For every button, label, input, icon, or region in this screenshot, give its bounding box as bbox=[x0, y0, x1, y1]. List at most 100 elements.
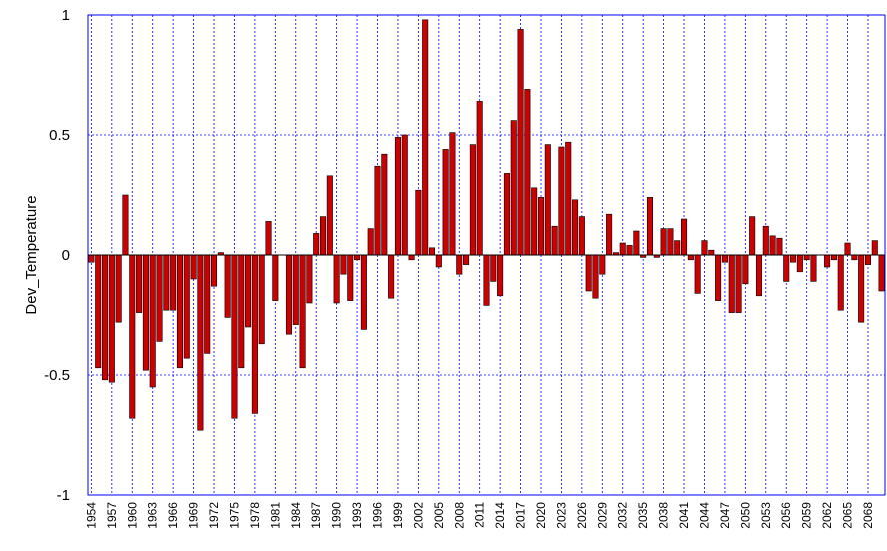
bar bbox=[449, 132, 456, 256]
bar bbox=[292, 254, 299, 325]
x-tick-label: 2047 bbox=[718, 502, 732, 529]
x-tick-label: 2062 bbox=[820, 502, 834, 529]
bar bbox=[837, 254, 844, 311]
x-tick-label: 2041 bbox=[677, 502, 691, 529]
bar bbox=[272, 254, 279, 301]
bar bbox=[456, 254, 463, 275]
x-tick-label: 1966 bbox=[166, 502, 180, 529]
bar bbox=[115, 254, 122, 323]
bar bbox=[381, 153, 388, 256]
bar bbox=[469, 144, 476, 256]
bar bbox=[517, 29, 524, 256]
x-tick-label: 1990 bbox=[330, 502, 344, 529]
bar bbox=[333, 254, 340, 304]
bar bbox=[149, 254, 156, 388]
bar bbox=[354, 254, 361, 261]
x-tick-label: 1954 bbox=[84, 502, 98, 529]
bar bbox=[715, 254, 722, 301]
bar bbox=[122, 194, 129, 256]
y-axis-label: Dev_Temperature bbox=[23, 195, 40, 314]
x-tick-label: 2017 bbox=[514, 502, 528, 529]
bar bbox=[687, 254, 694, 261]
x-tick-label: 2002 bbox=[411, 502, 425, 529]
bar bbox=[619, 242, 626, 256]
bar bbox=[136, 254, 143, 313]
x-tick-label: 2032 bbox=[616, 502, 630, 529]
bar bbox=[483, 254, 490, 306]
bar bbox=[210, 254, 218, 287]
bar bbox=[258, 254, 265, 345]
bar bbox=[183, 254, 190, 359]
x-tick-label: 1969 bbox=[187, 502, 201, 529]
bar bbox=[435, 254, 442, 268]
x-tick-label: 2059 bbox=[800, 502, 814, 529]
x-tick-label: 1993 bbox=[350, 502, 364, 529]
bar bbox=[170, 254, 177, 311]
y-tick-label: 0.5 bbox=[49, 127, 70, 144]
bar bbox=[408, 254, 415, 261]
bar bbox=[810, 254, 817, 282]
bar bbox=[844, 242, 851, 256]
bar bbox=[503, 173, 510, 256]
bar bbox=[660, 228, 667, 256]
bar bbox=[265, 221, 272, 256]
y-tick-label: -0.5 bbox=[44, 367, 70, 384]
bar bbox=[129, 254, 136, 419]
bar bbox=[735, 254, 742, 313]
x-tick-label: 2065 bbox=[841, 502, 855, 529]
bar bbox=[428, 247, 436, 256]
bar bbox=[544, 144, 551, 256]
bar bbox=[606, 213, 613, 256]
x-tick-label: 1960 bbox=[125, 502, 139, 529]
x-tick-label: 1999 bbox=[391, 502, 405, 529]
bar bbox=[585, 254, 592, 292]
bar bbox=[790, 254, 797, 263]
bar bbox=[367, 228, 374, 256]
bar bbox=[878, 254, 885, 292]
bar bbox=[776, 237, 783, 256]
y-tick-label: 0 bbox=[62, 247, 70, 264]
bar bbox=[578, 216, 585, 256]
bar bbox=[701, 240, 708, 256]
bar bbox=[858, 254, 865, 323]
bar bbox=[388, 254, 395, 299]
x-tick-label: 2008 bbox=[452, 502, 466, 529]
bar bbox=[156, 254, 163, 342]
bar bbox=[231, 254, 238, 419]
bar bbox=[830, 254, 837, 261]
x-tick-label: 1984 bbox=[289, 502, 303, 529]
x-tick-label: 1957 bbox=[105, 502, 119, 529]
x-tick-label: 2038 bbox=[657, 502, 671, 529]
bar bbox=[783, 254, 790, 282]
bar bbox=[319, 216, 327, 256]
bar bbox=[142, 254, 149, 371]
bar bbox=[374, 165, 381, 256]
bar bbox=[497, 254, 504, 297]
bar bbox=[851, 254, 858, 261]
x-tick-label: 2056 bbox=[779, 502, 793, 529]
bar bbox=[197, 254, 204, 431]
bar bbox=[102, 254, 109, 381]
y-tick-label: 1 bbox=[62, 7, 70, 24]
x-tick-label: 2011 bbox=[473, 502, 487, 528]
bar bbox=[510, 120, 517, 256]
bar bbox=[394, 137, 401, 256]
bar bbox=[824, 254, 831, 268]
bar bbox=[871, 240, 878, 256]
bar bbox=[463, 254, 470, 265]
bar bbox=[415, 189, 422, 256]
bar bbox=[708, 249, 715, 256]
bar bbox=[190, 254, 197, 280]
bar bbox=[490, 254, 497, 282]
bar bbox=[88, 254, 95, 263]
bar bbox=[565, 141, 572, 256]
x-tick-label: 1981 bbox=[268, 502, 282, 529]
bar bbox=[340, 254, 347, 275]
bar bbox=[476, 101, 483, 256]
x-tick-label: 1972 bbox=[207, 502, 221, 529]
bar bbox=[531, 187, 538, 256]
bar bbox=[163, 254, 170, 311]
bar bbox=[667, 228, 674, 256]
x-tick-label: 2005 bbox=[432, 502, 446, 529]
bar bbox=[633, 230, 640, 256]
